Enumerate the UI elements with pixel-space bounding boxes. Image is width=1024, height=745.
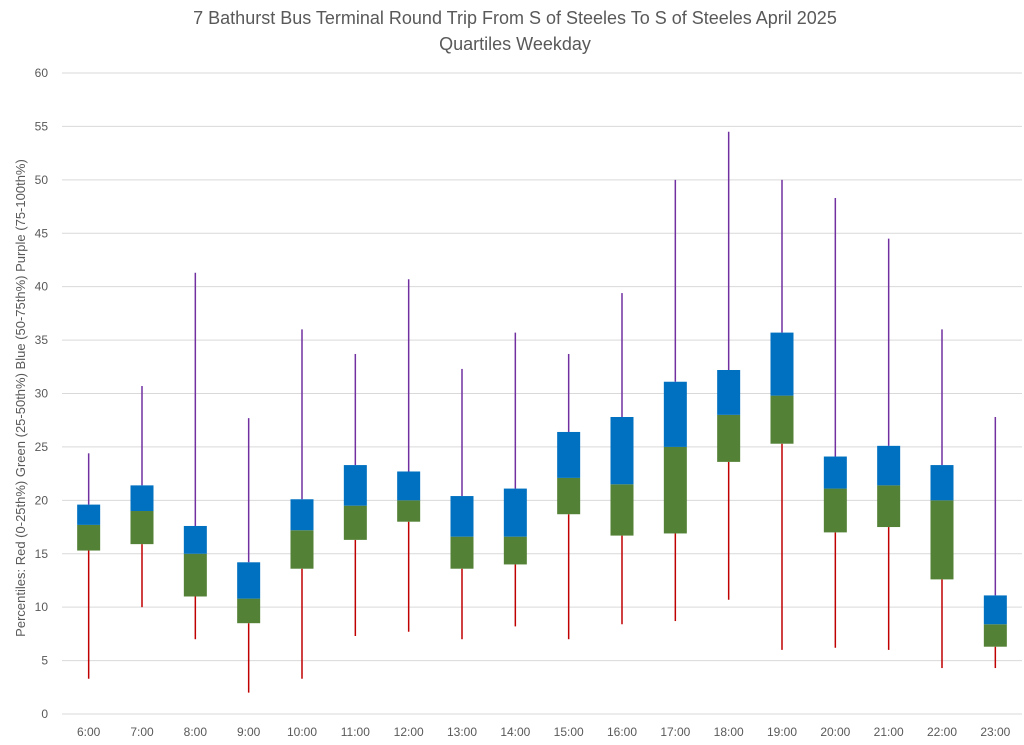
lower-quartile-box (983, 624, 1007, 647)
y-tick-label: 45 (35, 226, 49, 240)
x-tick-label: 19:00 (767, 725, 797, 739)
y-tick-label: 55 (35, 119, 49, 133)
x-tick-label: 15:00 (554, 725, 584, 739)
y-tick-label: 15 (35, 547, 49, 561)
plot-area (77, 131, 1007, 693)
lower-quartile-box (823, 488, 847, 533)
upper-quartile-box (663, 381, 687, 447)
y-tick-label: 0 (41, 707, 48, 721)
upper-quartile-box (610, 417, 634, 485)
x-tick-label: 8:00 (184, 725, 208, 739)
upper-quartile-box (877, 445, 901, 486)
lower-quartile-box (130, 511, 154, 545)
x-tick-label: 7:00 (130, 725, 154, 739)
lower-quartile-box (717, 414, 741, 462)
x-tick-label: 11:00 (341, 725, 370, 739)
chart-subtitle: Quartiles Weekday (439, 34, 591, 54)
y-tick-label: 25 (35, 440, 49, 454)
upper-quartile-box (237, 562, 261, 599)
lower-quartile-box (397, 500, 421, 522)
lower-quartile-box (610, 484, 634, 536)
upper-quartile-box (717, 369, 741, 415)
lower-quartile-box (183, 553, 207, 597)
upper-quartile-box (503, 488, 527, 537)
upper-quartile-box (77, 504, 101, 525)
y-axis-label: Percentiles: Red (0-25th%) Green (25-50t… (13, 159, 28, 637)
x-tick-label: 23:00 (980, 725, 1010, 739)
lower-quartile-box (557, 477, 581, 515)
x-tick-label: 16:00 (607, 725, 637, 739)
y-tick-label: 5 (41, 654, 48, 668)
y-tick-label: 35 (35, 333, 49, 347)
lower-quartile-box (663, 446, 687, 534)
lower-quartile-box (503, 536, 527, 565)
y-tick-label: 30 (35, 387, 49, 401)
lower-quartile-box (77, 524, 101, 551)
chart-title: 7 Bathurst Bus Terminal Round Trip From … (193, 8, 837, 28)
y-axis-ticks: 0 5 10 15 20 25 30 35 40 45 50 55 60 (35, 66, 49, 721)
lower-quartile-box (237, 598, 261, 624)
x-tick-label: 13:00 (447, 725, 477, 739)
x-tick-label: 10:00 (287, 725, 317, 739)
x-tick-label: 12:00 (394, 725, 424, 739)
x-tick-label: 17:00 (660, 725, 690, 739)
x-tick-label: 20:00 (820, 725, 850, 739)
x-tick-label: 22:00 (927, 725, 957, 739)
lower-quartile-box (930, 500, 954, 580)
upper-quartile-box (983, 595, 1007, 625)
upper-quartile-box (130, 485, 154, 512)
upper-quartile-box (930, 465, 954, 501)
upper-quartile-box (183, 525, 207, 554)
y-tick-label: 10 (35, 600, 49, 614)
upper-quartile-box (397, 471, 421, 501)
x-axis-ticks: 6:00 7:00 8:00 9:00 10:00 11:00 12:00 13:00 14:0… (77, 725, 1011, 739)
lower-quartile-box (877, 485, 901, 528)
x-tick-label: 6:00 (77, 725, 101, 739)
x-tick-label: 18:00 (714, 725, 744, 739)
y-tick-label: 20 (35, 493, 49, 507)
upper-quartile-box (290, 499, 314, 531)
upper-quartile-box (450, 496, 474, 537)
y-tick-label: 40 (35, 280, 49, 294)
lower-quartile-box (450, 536, 474, 569)
lower-quartile-box (290, 530, 314, 569)
upper-quartile-box (557, 431, 581, 478)
upper-quartile-box (343, 465, 367, 506)
y-tick-label: 60 (35, 66, 49, 80)
lower-quartile-box (770, 395, 794, 444)
y-tick-label: 50 (35, 173, 49, 187)
gridlines (62, 72, 1022, 715)
x-tick-label: 21:00 (874, 725, 904, 739)
x-tick-label: 9:00 (237, 725, 261, 739)
lower-quartile-box (343, 505, 367, 540)
x-tick-label: 14:00 (500, 725, 530, 739)
upper-quartile-box (823, 456, 847, 489)
upper-quartile-box (770, 332, 794, 396)
